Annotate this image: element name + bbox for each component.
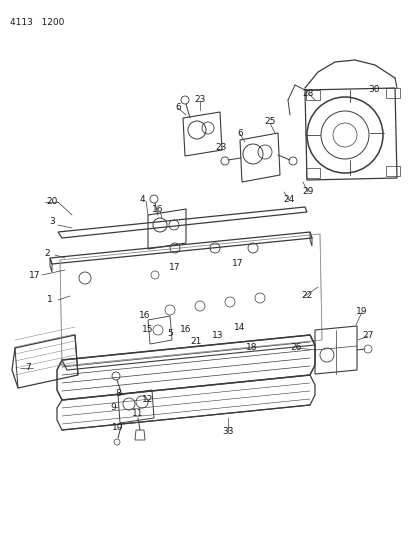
Text: 22: 22 [302, 292, 313, 301]
Text: 25: 25 [264, 117, 276, 126]
Text: 23: 23 [215, 142, 227, 151]
Text: 11: 11 [132, 408, 144, 417]
Text: 30: 30 [368, 85, 380, 94]
Text: 2: 2 [44, 248, 50, 257]
Text: 23: 23 [194, 95, 206, 104]
Text: 9: 9 [110, 402, 116, 411]
Text: 17: 17 [169, 263, 181, 272]
Text: 4113   1200: 4113 1200 [10, 18, 64, 27]
Text: 1: 1 [47, 295, 53, 304]
Text: 5: 5 [167, 329, 173, 338]
Text: 16: 16 [139, 311, 151, 320]
Text: 18: 18 [246, 343, 258, 352]
Text: 24: 24 [284, 196, 295, 205]
Text: 17: 17 [29, 271, 41, 279]
Text: 3: 3 [49, 217, 55, 227]
Text: 29: 29 [302, 188, 314, 197]
Text: 27: 27 [362, 332, 374, 341]
Text: 7: 7 [25, 364, 31, 373]
Text: 4: 4 [139, 196, 145, 205]
Text: 16: 16 [152, 206, 164, 214]
Text: 17: 17 [232, 259, 244, 268]
Text: 12: 12 [142, 395, 154, 405]
Text: 13: 13 [212, 332, 224, 341]
Text: 6: 6 [175, 102, 181, 111]
Text: 6: 6 [237, 128, 243, 138]
Text: 33: 33 [222, 427, 234, 437]
Text: 8: 8 [115, 389, 121, 398]
Text: 19: 19 [356, 308, 368, 317]
Text: 20: 20 [47, 198, 58, 206]
Text: 10: 10 [112, 423, 124, 432]
Text: 15: 15 [142, 326, 154, 335]
Text: 28: 28 [302, 88, 314, 98]
Text: 21: 21 [190, 337, 202, 346]
Text: 16: 16 [180, 326, 192, 335]
Text: 14: 14 [234, 324, 246, 333]
Text: 26: 26 [290, 343, 302, 352]
